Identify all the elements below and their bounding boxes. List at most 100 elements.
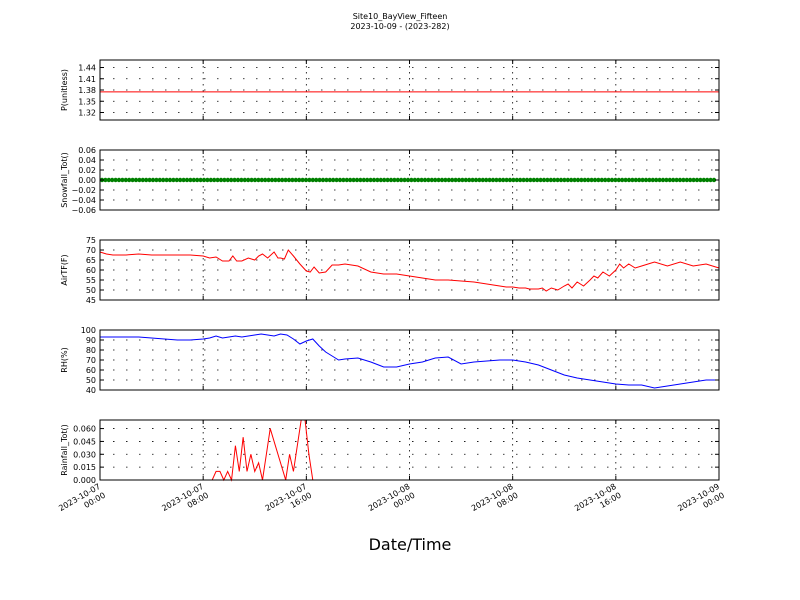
snowfall-tot-data-point (569, 177, 574, 183)
y-tick-label: 60 (86, 266, 96, 275)
snowfall-tot-data-point (388, 177, 394, 183)
snowfall-tot-data-point (664, 177, 669, 183)
y-tick-label: 0.030 (73, 450, 96, 459)
snowfall-tot-data-point (565, 177, 570, 183)
snowfall-tot-data-point (623, 177, 628, 183)
snowfall-tot-data-point (606, 177, 611, 183)
snowfall-tot-data-point (603, 177, 608, 183)
snowfall-tot-data-point (327, 177, 332, 183)
snowfall-tot-data-point (269, 177, 275, 183)
snowfall-tot-data-point (684, 177, 689, 183)
y-tick-label: 80 (86, 346, 96, 355)
figure-title: Site10_BayView_Fifteen (353, 12, 448, 21)
snowfall-tot-data-point (290, 177, 295, 183)
snowfall-tot-data-point (144, 177, 149, 183)
snowfall-tot-data-point (103, 177, 108, 183)
panels: 1.321.351.381.411.44P(unitless)−0.06−0.0… (60, 59, 720, 485)
snowfall-tot-data-point (106, 177, 112, 183)
snowfall-tot-data-point (354, 177, 360, 183)
snowfall-tot-data-point (201, 177, 207, 183)
snowfall-tot-data-point (385, 177, 390, 183)
snowfall-tot-data-point (375, 177, 380, 183)
snowfall-tot-data-point (280, 177, 285, 183)
snowfall-tot-data-point (562, 177, 567, 183)
y-tick-label: 70 (86, 356, 96, 365)
snowfall-tot-data-point (314, 177, 319, 183)
snowfall-tot-data-point (514, 177, 519, 183)
snowfall-tot-data-point (477, 177, 482, 183)
y-tick-label: 90 (86, 336, 96, 345)
snowfall-tot-data-point (460, 177, 465, 183)
figure-subtitle: 2023-10-09 - (2023-282) (350, 22, 449, 31)
snowfall-tot-data-point (694, 177, 700, 183)
snowfall-tot-data-point (178, 177, 183, 183)
y-tick-label: 60 (86, 366, 96, 375)
snowfall-tot-data-point (184, 177, 190, 183)
snowfall-tot-data-point (470, 177, 475, 183)
snowfall-tot-data-point (433, 177, 438, 183)
snowfall-tot-data-point (640, 177, 645, 183)
y-tick-label: 1.35 (78, 97, 96, 106)
snowfall-tot-data-point (446, 177, 451, 183)
snowfall-tot-data-point (535, 177, 540, 183)
snowfall-tot-data-point (599, 177, 604, 183)
snowfall-tot-data-point (161, 177, 166, 183)
y-tick-label: 1.32 (78, 109, 96, 118)
snowfall-tot-data-point (133, 177, 139, 183)
snowfall-tot-data-point (671, 177, 676, 183)
y-tick-label: 0.045 (73, 437, 96, 446)
snowfall-tot-data-point (171, 177, 176, 183)
snowfall-tot-data-point (297, 177, 302, 183)
snowfall-tot-data-point (252, 177, 258, 183)
panel-rainfall-tot: 0.000 0.015 0.030 0.045 0.060 Rainfall_Tot() (60, 419, 720, 485)
snowfall-tot-data-point (358, 177, 363, 183)
y-tick-label: 75 (86, 236, 96, 245)
snowfall-tot-data-point (691, 177, 696, 183)
snowfall-tot-data-point (276, 177, 281, 183)
snowfall-tot-data-point (494, 177, 499, 183)
snowfall-tot-data-point (154, 177, 159, 183)
snowfall-tot-data-point (538, 177, 543, 183)
snowfall-tot-data-point (633, 177, 638, 183)
snowfall-tot-data-point (334, 177, 339, 183)
snowfall-tot-data-point (616, 177, 621, 183)
snowfall-tot-data-point (490, 177, 496, 183)
snowfall-tot-data-point (626, 177, 632, 183)
snowfall-tot-data-point (450, 177, 455, 183)
snowfall-tot-data-point (524, 177, 530, 183)
snowfall-tot-data-point (572, 177, 577, 183)
snowfall-tot-data-point (310, 177, 315, 183)
snowfall-tot-data-point (422, 177, 428, 183)
snowfall-tot-data-point (218, 177, 224, 183)
snowfall-tot-data-point (681, 177, 686, 183)
snowfall-tot-data-point (484, 177, 489, 183)
y-tick-label: 40 (86, 386, 96, 395)
snowfall-tot-data-point (195, 177, 200, 183)
snowfall-tot-data-point (113, 177, 118, 183)
snowfall-tot-data-point (130, 177, 135, 183)
snowfall-tot-data-point (399, 177, 404, 183)
y-axis-label: Rainfall_Tot() (60, 424, 69, 476)
snowfall-tot-data-point (436, 177, 441, 183)
snowfall-tot-data-point (167, 177, 173, 183)
snowfall-tot-data-point (688, 177, 693, 183)
snowfall-tot-data-point (266, 177, 271, 183)
snowfall-tot-data-point (429, 177, 434, 183)
snowfall-tot-data-point (341, 177, 346, 183)
snowfall-tot-data-point (511, 177, 516, 183)
snowfall-tot-data-point (395, 177, 400, 183)
y-tick-label: 45 (86, 296, 96, 305)
snowfall-tot-data-point (283, 177, 288, 183)
snowfall-tot-data-point (361, 177, 366, 183)
snowfall-tot-data-point (674, 177, 679, 183)
snowfall-tot-data-point (286, 177, 292, 183)
snowfall-tot-data-point (453, 177, 458, 183)
snowfall-tot-data-point (575, 177, 581, 183)
snowfall-tot-data-point (320, 177, 326, 183)
